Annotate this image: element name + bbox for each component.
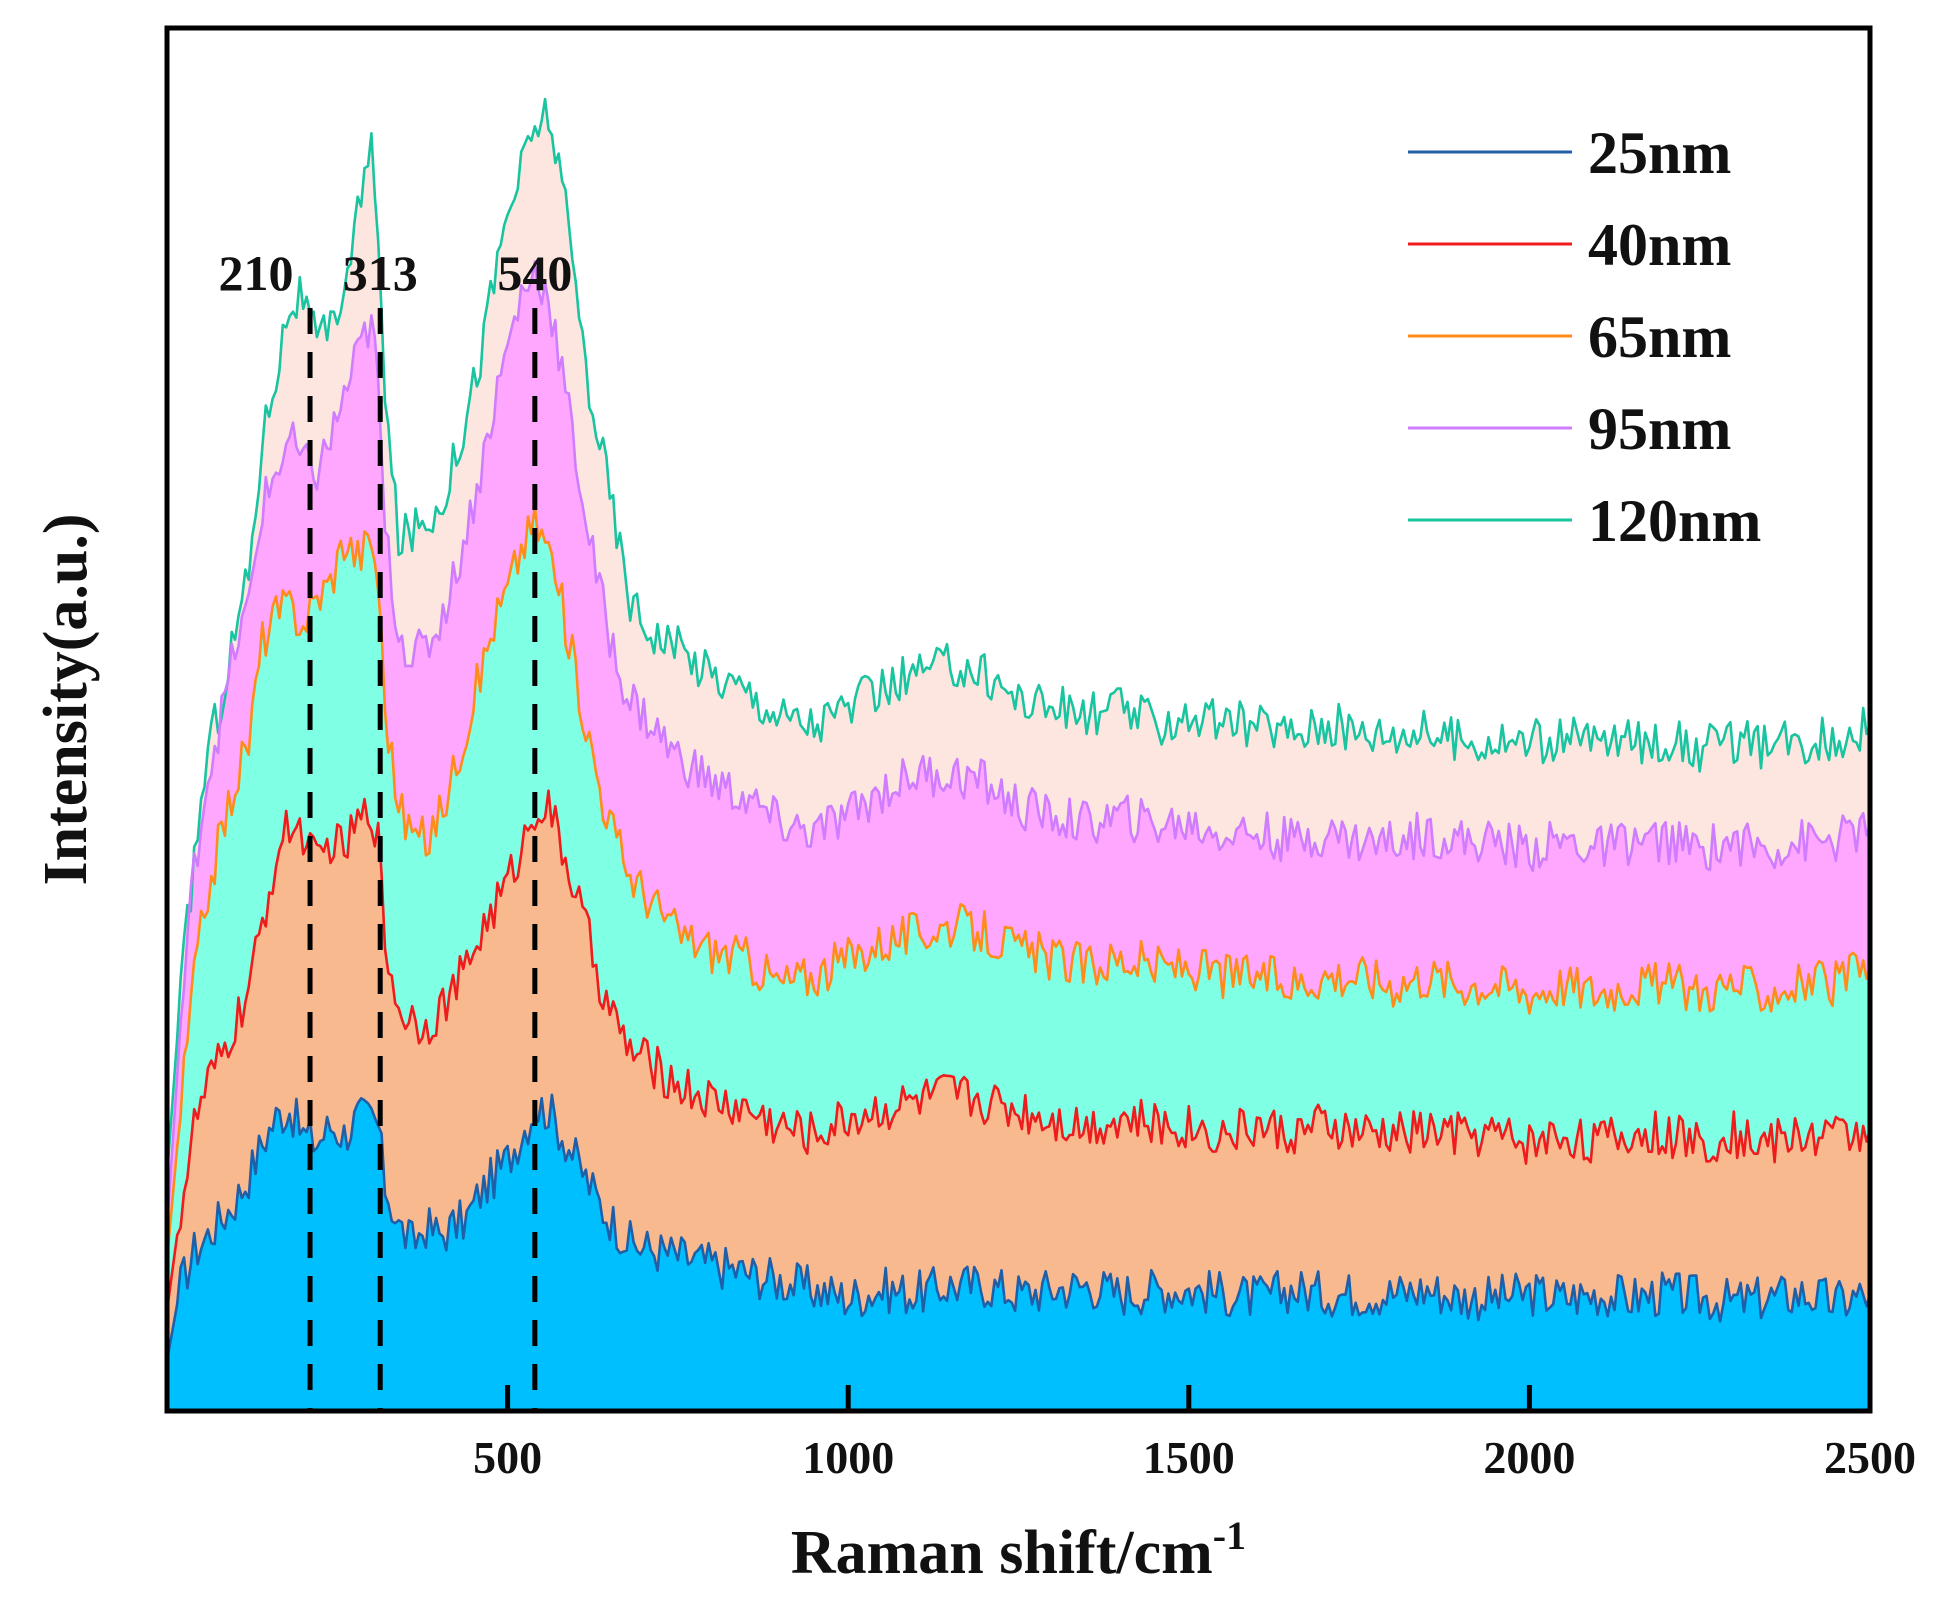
x-axis-title: Raman shift/cm-1: [791, 1513, 1246, 1587]
series-lines: [165, 97, 1872, 1361]
peak-label-313: 313: [343, 245, 418, 301]
legend-label-120nm: 120nm: [1588, 488, 1761, 554]
legend-label-40nm: 40nm: [1588, 212, 1731, 278]
y-axis-title: Intensity(a.u.): [32, 513, 100, 885]
peak-label-540: 540: [497, 245, 572, 301]
line-40nm: [165, 789, 1872, 1311]
x-tick-label-1000: 1000: [802, 1432, 894, 1483]
x-tick-label-2500: 2500: [1824, 1432, 1916, 1483]
legend-label-65nm: 65nm: [1588, 304, 1731, 370]
line-25nm: [165, 1093, 1872, 1361]
legend-label-95nm: 95nm: [1588, 396, 1731, 462]
plot-frame: [164, 25, 1873, 1414]
x-tick-label-2000: 2000: [1483, 1432, 1575, 1483]
line-120nm: [165, 97, 1872, 1177]
peak-marker-lines: 210 313 540: [219, 245, 572, 1411]
line-65nm: [165, 504, 1872, 1261]
line-95nm: [165, 260, 1872, 1227]
legend-label-25nm: 25nm: [1588, 120, 1731, 186]
legend: 25nm 40nm 65nm 95nm 120nm: [1408, 120, 1761, 554]
x-tick-label-1500: 1500: [1143, 1432, 1235, 1483]
peak-label-210: 210: [219, 245, 294, 301]
x-tick-label-500: 500: [473, 1432, 542, 1483]
series-areas: [167, 99, 1870, 1412]
x-axis-ticks: 500 1000 1500 2000 2500: [473, 1385, 1916, 1483]
